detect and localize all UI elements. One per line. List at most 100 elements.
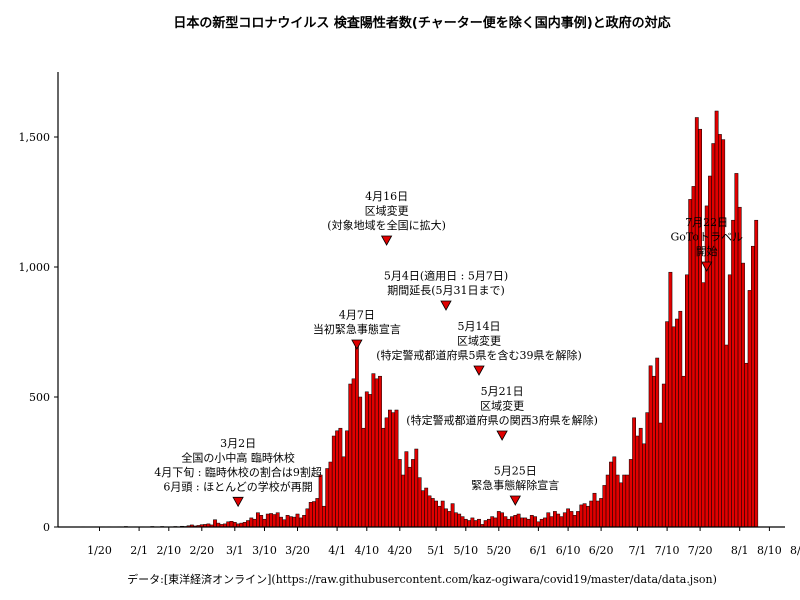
bar (628, 459, 633, 528)
annotation-marker (351, 339, 363, 350)
bar (371, 373, 376, 528)
bar (355, 342, 359, 528)
annotation-marker (473, 365, 485, 376)
bar (543, 517, 547, 528)
bar (470, 517, 475, 528)
bar (282, 519, 287, 528)
annotation-label: 期間延長(5月31日まで) (387, 284, 505, 297)
x-tick-label: 8/10 (757, 544, 782, 557)
x-tick-label: 5/10 (453, 544, 478, 557)
bar (341, 456, 346, 528)
bar (490, 516, 495, 528)
bar (754, 219, 759, 528)
bar (331, 435, 336, 528)
bar (635, 435, 640, 528)
bar (546, 512, 551, 528)
annotation-marker (440, 300, 452, 311)
bar (526, 518, 531, 528)
bar (678, 310, 683, 528)
bar (374, 378, 379, 528)
x-tick-label: 4/20 (387, 544, 412, 557)
bar (361, 427, 366, 528)
bar (229, 521, 234, 528)
bar (536, 521, 541, 528)
bar (711, 143, 716, 528)
bar (638, 427, 643, 528)
bar (477, 518, 481, 528)
bar (391, 412, 396, 528)
x-tick-label: 4/10 (354, 544, 379, 557)
annotation-label: GoToトラベル (670, 231, 743, 244)
bar (661, 383, 666, 528)
bar (500, 512, 505, 528)
x-tick-label: 4/1 (328, 544, 346, 557)
annotation-label: 緊急事態解除宣言 (471, 478, 559, 492)
bar (727, 274, 732, 528)
x-tick-label: 7/20 (688, 544, 713, 557)
bar (312, 501, 316, 528)
bar (592, 492, 597, 528)
bar (602, 485, 607, 528)
bar (566, 508, 571, 528)
bar (384, 417, 389, 528)
bar (421, 490, 425, 528)
x-tick-label: 5/20 (486, 544, 511, 557)
x-tick-label: 3/20 (285, 544, 310, 557)
bar (496, 511, 501, 528)
bar (437, 505, 442, 528)
bar (305, 508, 310, 528)
bar (612, 456, 617, 528)
bar (595, 500, 600, 528)
bar (259, 515, 264, 528)
bar (681, 375, 686, 528)
bar (348, 383, 353, 528)
bar (388, 409, 392, 528)
bar (513, 515, 518, 528)
bar (256, 512, 260, 528)
bar (714, 110, 719, 528)
bar (378, 375, 382, 528)
annotation-label: 5月14日 (458, 320, 501, 333)
bar (694, 117, 699, 528)
axes: 0 500 1,000 1,500 1/20 2/1 2/10 2/20 3/1 3/10 3/20… (19, 72, 800, 557)
bar (737, 206, 742, 528)
bar (559, 516, 564, 528)
y-tick-label: 1,500 (19, 131, 51, 144)
bar (345, 430, 349, 528)
bar (328, 461, 333, 528)
bar (213, 519, 217, 528)
bar (335, 430, 340, 528)
bar (731, 219, 736, 528)
bar (569, 511, 574, 528)
annotation-label: 区域変更 (457, 334, 501, 348)
bar (520, 517, 524, 528)
bar (622, 474, 627, 528)
bar (487, 518, 491, 528)
source-note: データ:[東洋経済オンライン](https://raw.githubuserco… (127, 572, 717, 586)
bar (556, 513, 561, 528)
bar (460, 516, 465, 528)
x-tick-label: 6/20 (589, 544, 614, 557)
bar (298, 517, 303, 528)
bar (632, 417, 637, 528)
bar (226, 521, 231, 528)
bar (381, 427, 386, 528)
bar (619, 482, 623, 528)
annotation-marker (496, 430, 508, 441)
bar (655, 357, 660, 528)
bar (642, 443, 646, 528)
bar (302, 515, 307, 528)
annotation-label: 6月頭 : ほとんどの学校が再開 (163, 479, 312, 493)
bar (648, 365, 653, 528)
bar (562, 512, 567, 528)
bar (506, 518, 511, 528)
x-tick-label: 7/10 (655, 544, 680, 557)
annotation-label: 区域変更 (480, 399, 524, 413)
bar (572, 515, 577, 528)
bar (308, 502, 313, 528)
bar (358, 396, 363, 528)
bar (529, 515, 534, 528)
annotation-label: 4月7日 (339, 309, 375, 322)
bar (741, 262, 745, 528)
x-tick-label: 3/10 (252, 544, 277, 557)
